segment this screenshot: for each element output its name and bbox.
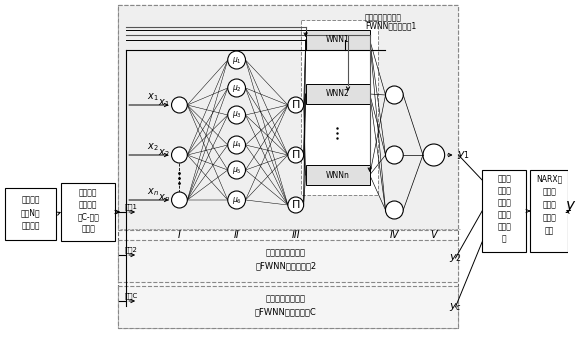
Bar <box>306 165 370 185</box>
Text: （FWNN）氨气模型2: （FWNN）氨气模型2 <box>255 262 316 270</box>
Circle shape <box>228 79 245 97</box>
Text: $x_1$: $x_1$ <box>147 91 158 103</box>
Text: 浓度值: 浓度值 <box>497 210 511 220</box>
Text: 的氨气: 的氨气 <box>497 198 511 208</box>
Text: 分类器: 分类器 <box>81 224 95 234</box>
Circle shape <box>385 201 403 219</box>
Bar <box>118 5 458 328</box>
Text: WNNn: WNNn <box>326 170 350 179</box>
Text: Π: Π <box>291 150 300 160</box>
Text: 模糊小波神经网络: 模糊小波神经网络 <box>266 295 306 303</box>
Text: $x_1$: $x_1$ <box>158 97 169 109</box>
Text: WNN2: WNN2 <box>326 89 350 99</box>
Text: 基于遗传: 基于遗传 <box>79 189 97 197</box>
Text: $x_n$: $x_n$ <box>158 192 169 204</box>
Text: $\mu_5$: $\mu_5$ <box>232 164 241 176</box>
Circle shape <box>385 86 403 104</box>
Bar <box>118 240 458 282</box>
Text: $x_n$: $x_n$ <box>147 186 159 198</box>
Text: $\mu_2$: $\mu_2$ <box>232 83 241 93</box>
Text: 糊C-均值: 糊C-均值 <box>77 212 99 222</box>
Text: $x_2$: $x_2$ <box>147 141 158 153</box>
Bar <box>118 286 458 328</box>
Text: 合预测: 合预测 <box>542 213 556 222</box>
Text: 融合模: 融合模 <box>497 222 511 232</box>
Circle shape <box>288 197 304 213</box>
Bar <box>482 170 526 252</box>
Text: $y$: $y$ <box>565 199 576 215</box>
Text: III: III <box>291 230 300 240</box>
Text: 牛舍环境: 牛舍环境 <box>21 195 40 205</box>
Text: IV: IV <box>389 230 399 240</box>
Bar <box>118 5 458 230</box>
Circle shape <box>423 144 445 166</box>
Text: 算法的模: 算法的模 <box>79 201 97 209</box>
Circle shape <box>228 136 245 154</box>
Text: 经网络: 经网络 <box>542 188 556 196</box>
Text: NARX神: NARX神 <box>536 175 562 183</box>
Text: 模糊小波神经网络: 模糊小波神经网络 <box>365 13 402 22</box>
Bar <box>61 183 115 241</box>
Text: $\mu_6$: $\mu_6$ <box>232 194 242 206</box>
Text: $\mu_3$: $\mu_3$ <box>232 109 241 120</box>
Circle shape <box>228 106 245 124</box>
Bar <box>5 188 56 240</box>
Text: 分类2: 分类2 <box>124 247 138 253</box>
Bar <box>306 30 370 50</box>
Text: WNN1: WNN1 <box>326 35 350 44</box>
Text: 分类C: 分类C <box>124 293 138 299</box>
Text: $\mu_4$: $\mu_4$ <box>232 139 241 150</box>
Text: V: V <box>430 230 437 240</box>
Text: $y_1$: $y_1$ <box>457 149 470 161</box>
Text: 型: 型 <box>502 235 507 243</box>
Text: I: I <box>178 230 181 240</box>
Text: $\mu_1$: $\mu_1$ <box>232 55 241 65</box>
Text: 氨气组: 氨气组 <box>542 201 556 209</box>
Text: 参数N个: 参数N个 <box>21 208 40 218</box>
Text: $y_c$: $y_c$ <box>449 301 462 313</box>
Circle shape <box>385 146 403 164</box>
Text: $y_2$: $y_2$ <box>449 252 462 264</box>
Text: $x_2$: $x_2$ <box>158 147 169 159</box>
Circle shape <box>228 51 245 69</box>
Circle shape <box>172 97 187 113</box>
Bar <box>306 84 370 104</box>
Circle shape <box>172 147 187 163</box>
Text: 分类1: 分类1 <box>124 204 138 210</box>
Circle shape <box>228 191 245 209</box>
Text: 氏距离: 氏距离 <box>497 187 511 195</box>
Text: Π: Π <box>291 100 300 110</box>
Circle shape <box>288 97 304 113</box>
Text: Π: Π <box>291 200 300 210</box>
Text: II: II <box>234 230 240 240</box>
Bar <box>530 170 568 252</box>
Circle shape <box>172 192 187 208</box>
Circle shape <box>288 147 304 163</box>
Text: 基于欧: 基于欧 <box>497 175 511 183</box>
Text: 模型: 模型 <box>544 226 554 236</box>
Text: FWNN）氨气模型1: FWNN）氨气模型1 <box>365 21 416 30</box>
Text: 模糊小波神经网络: 模糊小波神经网络 <box>266 249 306 257</box>
Circle shape <box>228 161 245 179</box>
Text: （FWNN）氨气模型C: （FWNN）氨气模型C <box>255 308 317 316</box>
Bar <box>301 20 378 195</box>
Text: 监测样本: 监测样本 <box>21 222 40 231</box>
